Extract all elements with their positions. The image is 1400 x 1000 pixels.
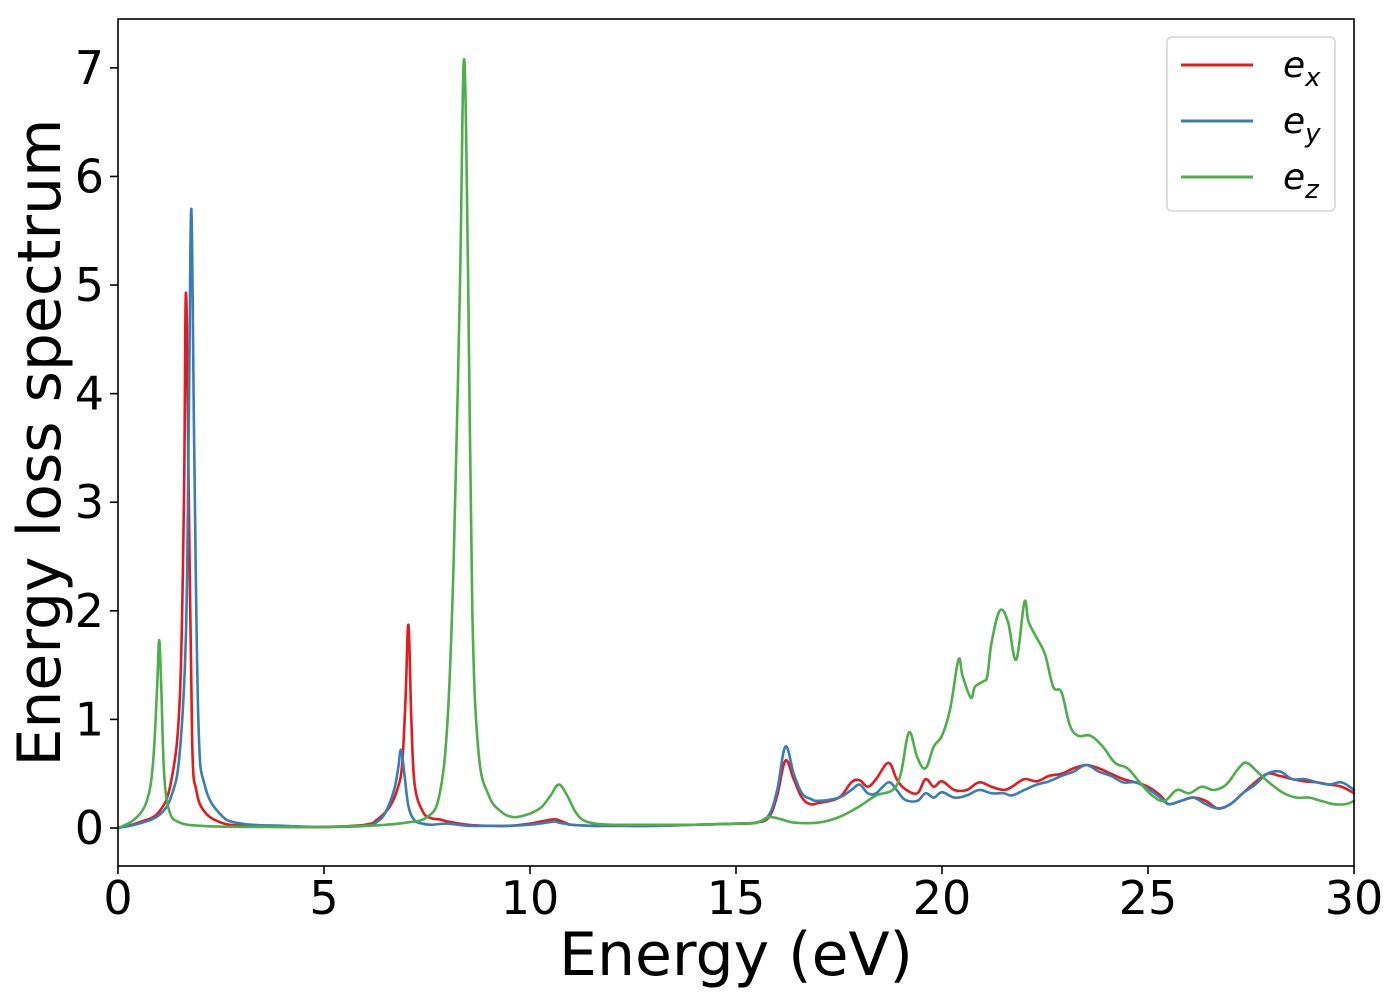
x-tick-label: 30 [1325, 871, 1384, 925]
x-axis-title: Energy (eV) [559, 920, 913, 990]
y-tick-label: 3 [75, 475, 104, 529]
x-tick-label: 5 [309, 871, 338, 925]
x-tick-label: 15 [707, 871, 766, 925]
legend-box [1166, 36, 1336, 212]
y-axis-title: Energy loss spectrum [5, 118, 75, 766]
y-tick-label: 5 [75, 258, 104, 312]
series-layer [116, 57, 1356, 830]
x-tick-label: 25 [1119, 871, 1178, 925]
legend-label-x: ex [1283, 45, 1321, 93]
legend-label-y: ey [1283, 101, 1321, 149]
x-tick-label: 10 [501, 871, 560, 925]
y-tick-label: 4 [75, 367, 104, 421]
legend-label-z: ez [1283, 157, 1320, 205]
series-line-y [116, 207, 1356, 830]
y-tick-label: 0 [75, 801, 104, 855]
x-axis: 0 5 10 15 20 25 30 [103, 866, 1383, 925]
y-tick-label: 7 [75, 41, 104, 95]
series-line-z [116, 57, 1356, 830]
x-tick-label: 0 [103, 871, 132, 925]
y-axis: 0 1 2 3 4 5 6 7 [75, 41, 118, 855]
legend: ex ey ez [1166, 36, 1336, 212]
x-tick-label: 20 [913, 871, 972, 925]
y-tick-label: 2 [75, 584, 104, 638]
y-tick-label: 6 [75, 149, 104, 203]
y-tick-label: 1 [75, 692, 104, 746]
